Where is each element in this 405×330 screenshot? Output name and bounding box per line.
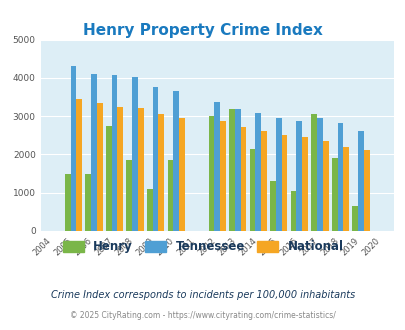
Bar [179, 118, 184, 231]
Bar [275, 118, 281, 231]
Bar [126, 160, 132, 231]
Text: Crime Index corresponds to incidents per 100,000 inhabitants: Crime Index corresponds to incidents per… [51, 290, 354, 300]
Bar [158, 114, 164, 231]
Text: © 2025 CityRating.com - https://www.cityrating.com/crime-statistics/: © 2025 CityRating.com - https://www.city… [70, 311, 335, 320]
Bar [281, 135, 287, 231]
Bar [117, 107, 123, 231]
Bar [65, 174, 70, 231]
Bar [76, 99, 82, 231]
Bar [208, 116, 214, 231]
Bar [97, 103, 102, 231]
Bar [147, 189, 152, 231]
Bar [106, 126, 111, 231]
Bar [296, 121, 301, 231]
Bar [138, 108, 143, 231]
Bar [270, 181, 275, 231]
Bar [322, 141, 328, 231]
Bar [363, 150, 369, 231]
Bar [316, 118, 322, 231]
Bar [240, 127, 246, 231]
Bar [220, 121, 225, 231]
Text: Henry Property Crime Index: Henry Property Crime Index [83, 23, 322, 38]
Bar [173, 91, 179, 231]
Bar [91, 74, 97, 231]
Bar [228, 109, 234, 231]
Bar [70, 66, 76, 231]
Bar [249, 149, 255, 231]
Bar [234, 110, 240, 231]
Bar [85, 174, 91, 231]
Bar [255, 113, 260, 231]
Bar [214, 102, 220, 231]
Bar [352, 206, 357, 231]
Bar [260, 131, 266, 231]
Bar [290, 191, 296, 231]
Bar [311, 114, 316, 231]
Bar [301, 137, 307, 231]
Bar [337, 123, 343, 231]
Bar [111, 75, 117, 231]
Bar [357, 131, 363, 231]
Bar [152, 87, 158, 231]
Bar [167, 160, 173, 231]
Legend: Henry, Tennessee, National: Henry, Tennessee, National [58, 236, 347, 258]
Bar [132, 77, 138, 231]
Bar [343, 147, 348, 231]
Bar [331, 158, 337, 231]
